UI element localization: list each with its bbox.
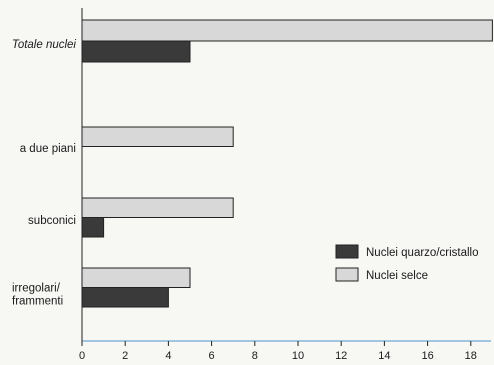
bar-nuclei-quarzo-cristallo [81, 40, 191, 63]
bar-nuclei-selce [81, 19, 493, 42]
x-tick-label: 8 [252, 350, 258, 362]
bar-nuclei-quarzo-cristallo [81, 217, 105, 238]
x-tick-label: 14 [378, 350, 390, 362]
bar-nuclei-selce [81, 126, 234, 147]
legend-swatch [335, 267, 359, 282]
legend: Nuclei quarzo/cristallo Nuclei selce [335, 244, 479, 282]
x-tick-label: 6 [209, 350, 215, 362]
x-tick-label: 0 [79, 350, 85, 362]
x-tick-label: 10 [292, 350, 304, 362]
x-axis-ticks: 0 2 4 6 8 10 12 14 16 18 [79, 341, 477, 362]
bar-nuclei-selce [81, 267, 191, 288]
bar-nuclei-selce [81, 197, 234, 218]
bars-group [81, 19, 493, 308]
category-label: Totale nuclei [12, 39, 77, 51]
x-tick-label: 4 [165, 350, 171, 362]
legend-label: Nuclei selce [366, 270, 428, 282]
category-label: subconici [28, 215, 76, 227]
legend-swatch [335, 244, 359, 259]
x-tick-label: 18 [465, 350, 477, 362]
category-label: a due piani [20, 143, 76, 155]
x-tick-label: 12 [335, 350, 347, 362]
legend-label: Nuclei quarzo/cristallo [366, 247, 479, 259]
category-label: irregolari/frammenti [12, 283, 63, 308]
bar-nuclei-quarzo-cristallo [81, 287, 169, 308]
x-tick-label: 2 [122, 350, 128, 362]
category-labels: Totale nuclei a due piani subconici irregol… [12, 39, 77, 308]
x-tick-label: 16 [421, 350, 433, 362]
